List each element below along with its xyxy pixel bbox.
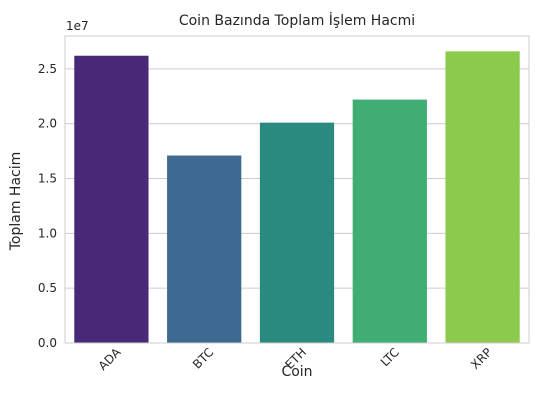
y-axis-label: Toplam Hacim (8, 152, 24, 252)
y-tick-labels: 0.0 0.5 1.0 1.5 2.0 2.5 (38, 62, 57, 350)
bar-eth (259, 122, 335, 343)
x-axis-label: Coin (281, 364, 312, 380)
bar-btc (167, 155, 242, 343)
bar-ltc (352, 99, 427, 343)
bar-ada (74, 55, 149, 343)
chart-title: Coin Bazında Toplam İşlem Hacmi (179, 11, 415, 29)
bars (74, 51, 520, 343)
y-tick-label: 1.5 (38, 172, 57, 186)
y-tick-label: 2.0 (38, 117, 57, 131)
x-tick-label: ADA (96, 345, 124, 373)
x-tick-labels: ADA BTC ETH LTC XRP (96, 345, 495, 373)
x-tick-label: LTC (378, 345, 402, 369)
x-tick-label: BTC (190, 345, 216, 371)
y-offset-label: 1e7 (66, 19, 89, 33)
y-tick-label: 0.5 (38, 281, 57, 295)
plot-frame (64, 35, 530, 344)
y-tick-label: 0.0 (38, 336, 57, 350)
y-tick-label: 2.5 (38, 62, 57, 76)
y-tick-label: 1.0 (38, 226, 57, 240)
x-tick-label: XRP (468, 345, 495, 372)
bar-xrp (445, 51, 520, 343)
